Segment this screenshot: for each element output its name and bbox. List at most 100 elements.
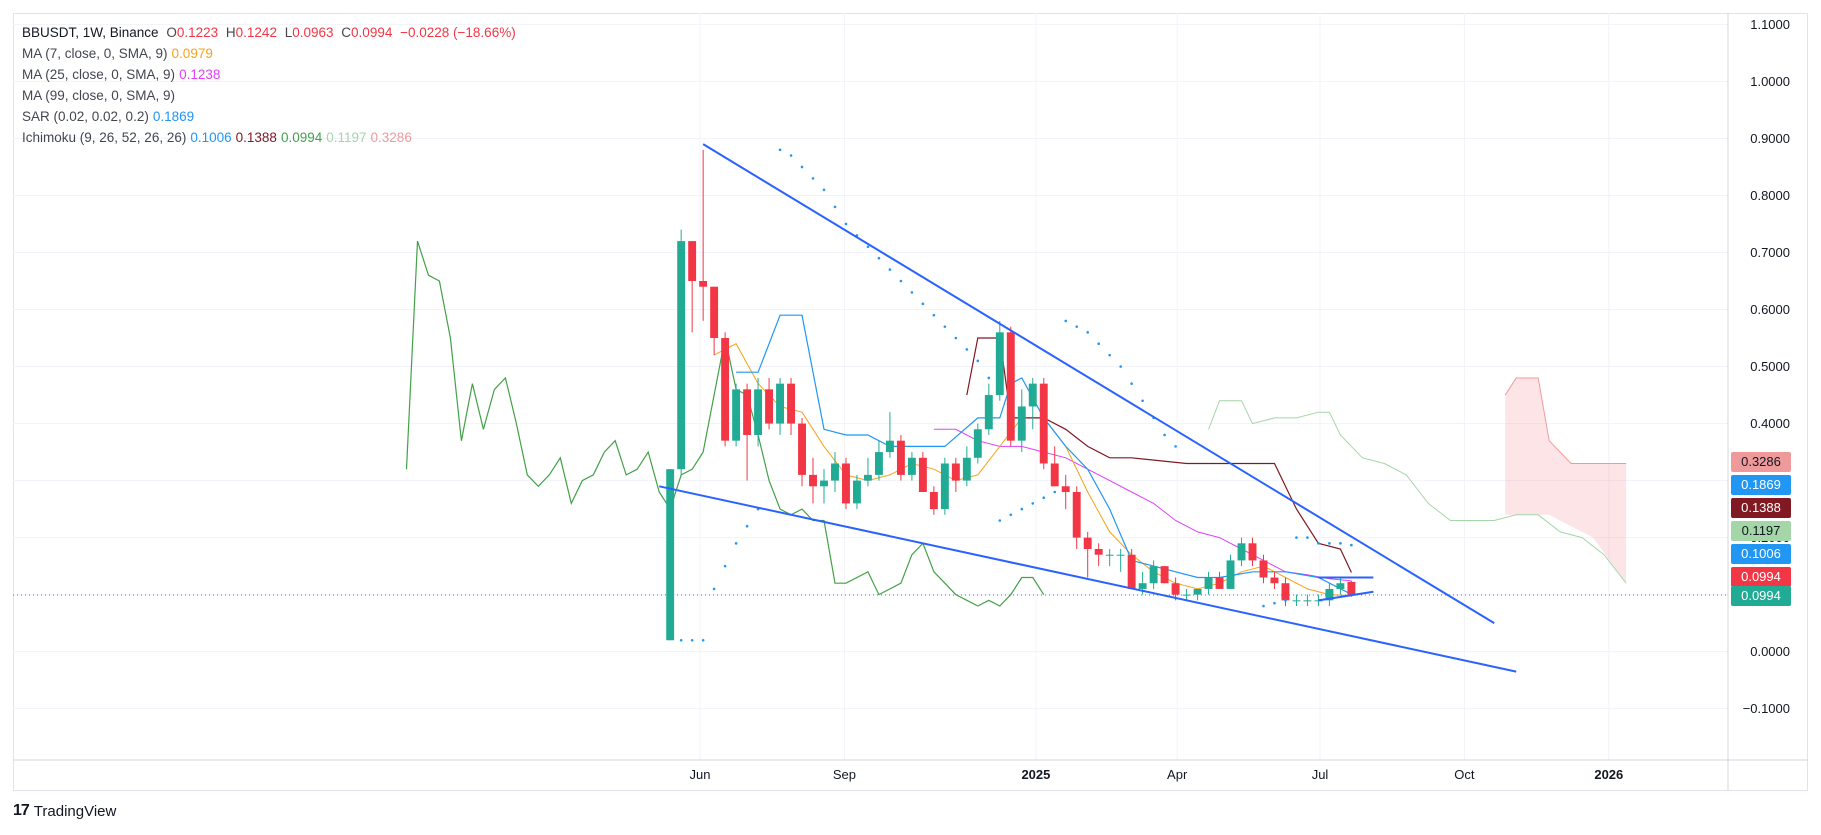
low-label: L [284, 25, 293, 40]
candle [962, 446, 971, 487]
ichimoku-conversion-line [736, 314, 1352, 595]
candle [1336, 577, 1345, 595]
sar-dot [877, 256, 881, 260]
sar-dot [712, 587, 716, 591]
candle [1292, 594, 1301, 607]
candle-body [940, 463, 949, 510]
candle [1303, 594, 1312, 607]
x-tick-label: Jul [1312, 767, 1329, 782]
price-tag: 0.0994 [1731, 567, 1791, 587]
y-tick-label: 0.0000 [1750, 644, 1790, 659]
indicator-row[interactable]: Ichimoku (9, 26, 52, 26, 26) 0.1006 0.1388… [22, 127, 520, 148]
candle [940, 457, 949, 515]
candle-body [1259, 560, 1268, 578]
sar-dot [822, 188, 826, 192]
y-tick-label: 0.5000 [1750, 359, 1790, 374]
high-value: 0.1242 [235, 25, 277, 40]
indicator-label: MA (25, close, 0, SMA, 9) [22, 67, 176, 82]
sar-dot [1328, 542, 1331, 545]
candle-body [907, 457, 916, 475]
candle [918, 452, 927, 492]
indicator-row[interactable]: MA (7, close, 0, SMA, 9) 0.0979 [22, 43, 520, 64]
x-tick-label: Sep [833, 767, 856, 782]
y-tick-label: 0.9000 [1750, 131, 1790, 146]
indicator-value: 0.1869 [152, 109, 195, 124]
candle-body [831, 463, 839, 481]
trendline [1318, 590, 1374, 602]
price-tag: 0.1006 [1731, 544, 1791, 564]
sar-dot [1262, 604, 1265, 608]
candle-body [721, 338, 730, 441]
candle-body [776, 383, 785, 424]
sar-dot [1317, 542, 1320, 545]
sar-dot [679, 638, 683, 642]
legend: BBUSDT, 1W, Binance O0.1223 H0.1242 L0.0… [22, 22, 520, 148]
indicator-value: 0.1238 [179, 67, 221, 82]
indicator-value: 0.3286 [370, 130, 412, 145]
chart-frame [13, 13, 1808, 791]
ma25-line [933, 428, 1352, 582]
sar-dot [1163, 433, 1166, 437]
candle [809, 457, 817, 504]
candle-body [842, 463, 850, 504]
sar-dot [987, 376, 991, 380]
high-label: H [225, 25, 236, 40]
sar-dot [1108, 353, 1111, 357]
sar-dot [888, 268, 892, 271]
candle-body [1116, 554, 1125, 556]
candle-body [1314, 600, 1323, 602]
candle-body [798, 423, 806, 475]
candle-body [809, 474, 817, 487]
candle [710, 286, 719, 356]
candle [973, 423, 982, 464]
candle [666, 469, 675, 641]
price-tag: 0.1197 [1731, 521, 1791, 541]
candle-body [1204, 577, 1213, 589]
x-tick-label: Apr [1167, 767, 1188, 782]
indicator-label: MA (7, close, 0, SMA, 9) [22, 46, 168, 61]
candle [1072, 486, 1081, 550]
candle-body [1127, 554, 1136, 589]
close-value: 0.0994 [351, 25, 393, 40]
x-tick-label: 2026 [1594, 767, 1623, 782]
ichimoku-cloud [1505, 377, 1627, 584]
sar-dot [1075, 325, 1079, 328]
candle [853, 474, 861, 510]
candle [1116, 549, 1125, 572]
candle-body [962, 457, 971, 481]
tradingview-logo[interactable]: 17 TradingView [13, 802, 116, 820]
sar-dot [943, 325, 947, 328]
candle-body [1347, 581, 1356, 595]
candle [721, 332, 730, 447]
indicator-row[interactable]: SAR (0.02, 0.02, 0.2) 0.1869 [22, 106, 520, 127]
candle [984, 383, 993, 435]
sar-dot [998, 519, 1002, 522]
candle-body [1094, 549, 1103, 555]
sar-dot [833, 205, 837, 209]
indicator-row[interactable]: MA (25, close, 0, SMA, 9) 0.1238 [22, 64, 520, 85]
open-value: 0.1223 [176, 25, 219, 40]
sar-dot [1339, 542, 1342, 545]
price-tag: 0.3286 [1731, 452, 1791, 472]
candle-body [1039, 383, 1048, 464]
candle [1226, 554, 1235, 589]
candle-body [1248, 543, 1257, 561]
close-label: C [341, 25, 352, 40]
indicator-row[interactable]: MA (99, close, 0, SMA, 9) [22, 85, 520, 106]
indicator-value: 0.1006 [190, 130, 232, 145]
candle [874, 440, 883, 481]
candle-body [732, 389, 741, 441]
candle [1270, 571, 1279, 589]
sar-dot [1053, 490, 1057, 494]
candle [929, 486, 938, 515]
candle-body [666, 469, 675, 641]
candle [1149, 560, 1158, 589]
candle [743, 383, 752, 481]
sar-dot [1031, 502, 1035, 505]
sar-dot [976, 359, 980, 363]
candle-body [918, 457, 927, 492]
candle-body [929, 491, 938, 510]
sar-dot [1097, 342, 1100, 346]
sar-dot [1295, 536, 1298, 539]
